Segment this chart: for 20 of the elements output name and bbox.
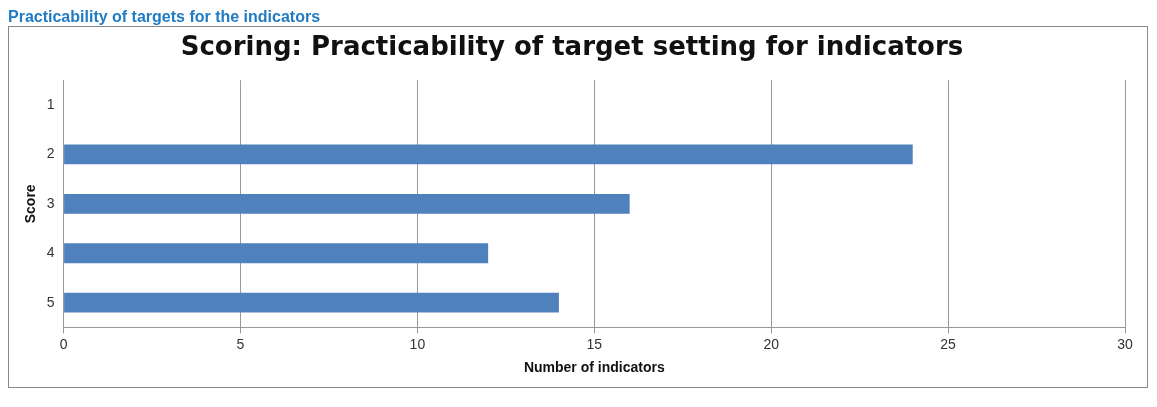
y-tick-label: 2 <box>46 145 55 162</box>
chart-title: Scoring: Practicability of target setting for indicators <box>180 31 964 62</box>
bar <box>64 243 489 264</box>
x-tick-label: 5 <box>236 335 245 352</box>
text: Practicability of targets for the indicators <box>8 8 322 26</box>
y-tick-label: 4 <box>46 244 55 261</box>
bar <box>64 292 559 313</box>
x-tick-label: 30 <box>1117 335 1133 352</box>
bar <box>64 144 913 165</box>
x-tick-label: 25 <box>940 335 957 352</box>
x-tick-label: 10 <box>409 335 426 352</box>
x-tick-label: 0 <box>59 335 68 352</box>
y-tick-label: 3 <box>46 194 55 211</box>
bar <box>64 193 630 214</box>
y-axis-title: Score <box>22 184 39 224</box>
y-tick-label: 1 <box>46 95 55 112</box>
y-tick-label: 5 <box>46 293 55 310</box>
x-axis-title: Number of indicators <box>523 359 665 376</box>
x-tick-label: 20 <box>763 335 780 352</box>
x-tick-label: 15 <box>586 335 603 352</box>
